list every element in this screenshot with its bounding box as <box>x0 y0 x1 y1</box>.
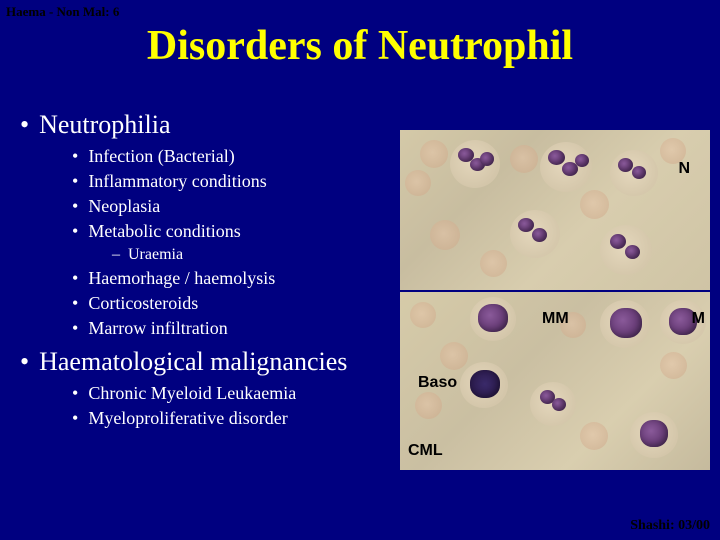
label-m: M <box>692 310 705 328</box>
list-item: •Marrow infiltration <box>72 318 390 339</box>
label-cml: CML <box>408 442 443 460</box>
list-item: •Chronic Myeloid Leukaemia <box>72 383 390 404</box>
list-item: •Inflammatory conditions <box>72 171 390 192</box>
content-area: •Neutrophilia •Infection (Bacterial) •In… <box>20 110 390 433</box>
section-heading-2: •Haematological malignancies <box>20 347 390 377</box>
label-n: N <box>678 160 690 178</box>
slide-title: Disorders of Neutrophil <box>0 22 720 70</box>
section-2-text: Haematological malignancies <box>39 347 347 376</box>
list-item: •Corticosteroids <box>72 293 390 314</box>
micrograph-bottom: MM M Baso CML <box>400 292 710 470</box>
list-item: •Metabolic conditions <box>72 221 390 242</box>
micrograph-top: N <box>400 130 710 290</box>
micrograph-panel: N MM M Baso CML <box>400 130 710 470</box>
sub-list-item: –Uraemia <box>112 246 390 264</box>
header-label: Haema - Non Mal: 6 <box>6 4 119 20</box>
list-item: •Myeloproliferative disorder <box>72 408 390 429</box>
list-item: •Infection (Bacterial) <box>72 146 390 167</box>
list-item: •Neoplasia <box>72 196 390 217</box>
section-heading-1: •Neutrophilia <box>20 110 390 140</box>
footer-credit: Shashi: 03/00 <box>630 518 710 534</box>
label-baso: Baso <box>418 374 457 392</box>
label-mm: MM <box>542 310 569 328</box>
section-1-text: Neutrophilia <box>39 110 170 139</box>
list-item: •Haemorhage / haemolysis <box>72 268 390 289</box>
